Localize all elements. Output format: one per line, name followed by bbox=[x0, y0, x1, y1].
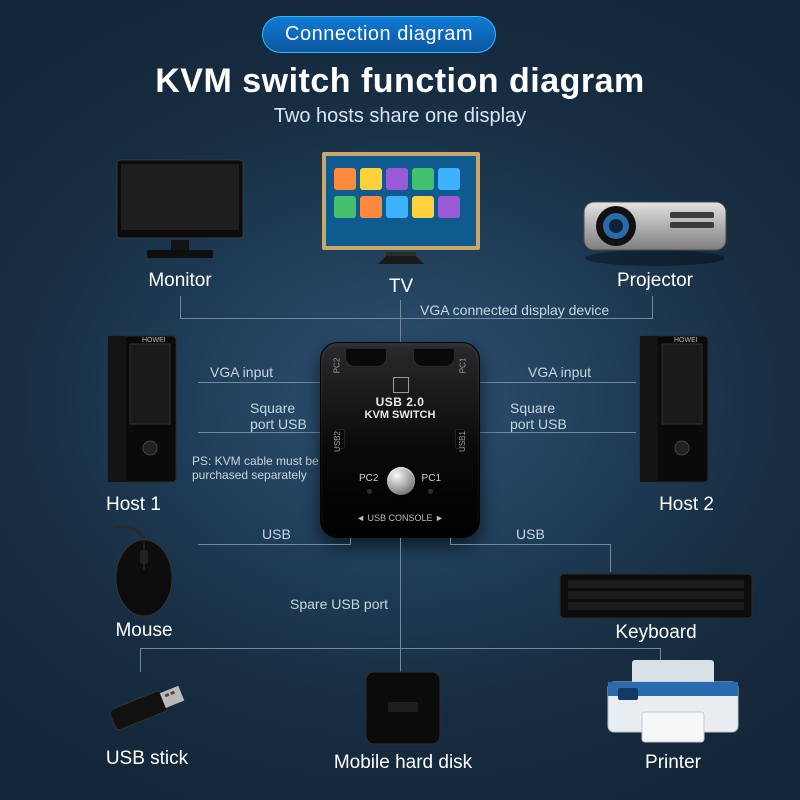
conn-usb-left-v bbox=[350, 538, 351, 545]
kvm-port-pc2: PC2 bbox=[332, 358, 341, 374]
edge-vga-left: VGA input bbox=[210, 364, 273, 380]
device-host1: HOWEI bbox=[82, 332, 202, 492]
page-subtitle: Two hosts share one display bbox=[0, 105, 800, 128]
device-tv bbox=[316, 148, 486, 268]
conn-usb-left bbox=[198, 544, 350, 545]
device-harddisk bbox=[338, 666, 468, 752]
header-pill: Connection diagram bbox=[262, 16, 496, 53]
svg-text:HOWEI: HOWEI bbox=[674, 337, 698, 344]
kvm-title-line2: KVM SWITCH bbox=[321, 409, 479, 421]
label-printer: Printer bbox=[588, 752, 758, 774]
note-ps: PS: KVM cable must be purchased separate… bbox=[192, 454, 319, 482]
label-projector: Projector bbox=[570, 270, 740, 292]
conn-spare-v bbox=[400, 538, 401, 618]
device-printer bbox=[588, 654, 758, 754]
label-tv: TV bbox=[316, 276, 486, 298]
conn-tv bbox=[400, 300, 401, 342]
conn-hdd bbox=[400, 618, 401, 672]
kvm-port-pc1: PC1 bbox=[459, 358, 468, 374]
conn-sq-right bbox=[480, 432, 636, 433]
edge-top-display: VGA connected display device bbox=[420, 302, 609, 318]
label-keyboard: Keyboard bbox=[556, 622, 756, 644]
conn-vga-left bbox=[198, 382, 320, 383]
device-mouse bbox=[84, 520, 204, 620]
edge-usb-right: USB bbox=[516, 526, 545, 542]
conn-usb-right bbox=[450, 544, 610, 545]
conn-top-bus bbox=[180, 318, 653, 319]
label-usbstick: USB stick bbox=[82, 748, 212, 770]
device-projector bbox=[570, 172, 740, 272]
kvm-port-usb2: USB2 bbox=[333, 431, 342, 452]
page-title: KVM switch function diagram bbox=[0, 62, 800, 101]
conn-usb-right-v bbox=[450, 538, 451, 545]
kvm-led-label-pc1: PC1 bbox=[422, 473, 441, 484]
edge-sq-left: Square port USB bbox=[250, 400, 307, 432]
conn-monitor bbox=[180, 296, 181, 318]
conn-vga-right bbox=[480, 382, 636, 383]
device-kvm-switch: PC2 PC1 USB 2.0 KVM SWITCH USB2 USB1 PC2… bbox=[320, 342, 480, 538]
device-usbstick bbox=[82, 672, 212, 742]
label-host2: Host 2 bbox=[614, 494, 734, 516]
edge-usb-left: USB bbox=[262, 526, 291, 542]
label-harddisk: Mobile hard disk bbox=[310, 752, 496, 774]
kvm-port-usb1: USB1 bbox=[458, 431, 467, 452]
device-host2: HOWEI bbox=[614, 332, 734, 492]
kvm-led-label-pc2: PC2 bbox=[359, 473, 378, 484]
conn-sq-left bbox=[198, 432, 320, 433]
conn-projector bbox=[652, 296, 653, 318]
label-mouse: Mouse bbox=[84, 620, 204, 642]
conn-usb-right-v2 bbox=[610, 544, 611, 572]
label-monitor: Monitor bbox=[105, 270, 255, 292]
kvm-footer: USB CONSOLE bbox=[321, 513, 479, 523]
device-monitor bbox=[105, 156, 255, 266]
edge-spare: Spare USB port bbox=[290, 596, 388, 612]
svg-text:HOWEI: HOWEI bbox=[142, 337, 166, 344]
kvm-title-line1: USB 2.0 bbox=[321, 395, 479, 409]
edge-sq-right: Square port USB bbox=[510, 400, 567, 432]
kvm-select-button[interactable] bbox=[387, 467, 415, 495]
edge-vga-right: VGA input bbox=[528, 364, 591, 380]
label-host1: Host 1 bbox=[82, 494, 202, 516]
conn-usbstick bbox=[140, 648, 141, 672]
